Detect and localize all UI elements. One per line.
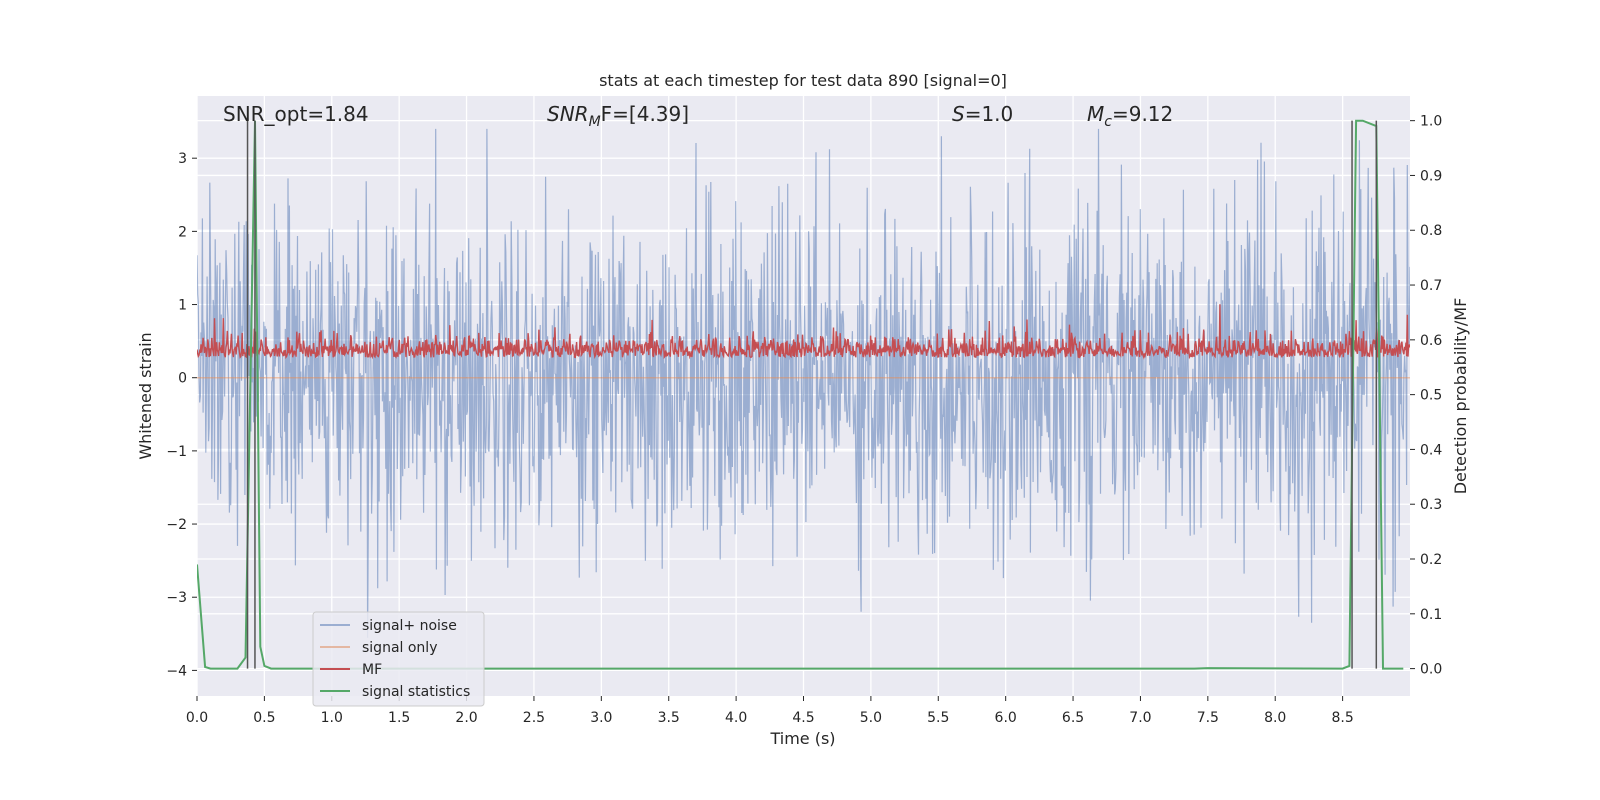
- y-right-tick-label: 0.5: [1420, 388, 1442, 404]
- y-right-tick-label: 0.9: [1420, 168, 1442, 184]
- y-axis-right: 0.0 0.1 0.2 0.3 0.4 0.5 0.6 0.7 0.8 0.9 1.0: [1410, 114, 1442, 678]
- x-tick-label: 3.5: [658, 710, 680, 726]
- x-tick-label: 7.0: [1129, 710, 1151, 726]
- legend-label-mf: MF: [362, 662, 382, 678]
- y-right-tick-label: 0.6: [1420, 333, 1442, 349]
- annotation-snr-opt: SNR_opt=1.84: [223, 102, 369, 126]
- vertical-markers: [246, 120, 1378, 669]
- y-left-tick-label: −1: [166, 444, 187, 460]
- y-axis-left-label: Whitened strain: [136, 332, 155, 459]
- annotation-snr-mf: SNRMF=[4.39]: [547, 102, 689, 130]
- x-tick-label: 6.5: [1062, 710, 1084, 726]
- y-left-tick-label: −4: [166, 663, 187, 679]
- x-tick-label: 5.0: [860, 710, 882, 726]
- series-signal-noise-line: [197, 128, 1410, 638]
- y-left-tick-label: 1: [178, 298, 187, 314]
- y-right-tick-label: 0.7: [1420, 278, 1442, 294]
- y-axis-right-label: Detection probability/MF: [1451, 298, 1470, 495]
- y-right-tick-label: 0.8: [1420, 223, 1442, 239]
- legend-box: [312, 611, 485, 707]
- y-right-tick-label: 1.0: [1420, 114, 1442, 130]
- y-left-tick-label: 0: [178, 371, 187, 387]
- annotation-mc: Mc=9.12: [1087, 102, 1173, 130]
- x-axis-label: Time (s): [769, 729, 835, 748]
- x-tick-label: 2.0: [455, 710, 477, 726]
- x-tick-label: 4.0: [725, 710, 747, 726]
- x-tick-label: 7.5: [1197, 710, 1219, 726]
- x-tick-label: 8.5: [1331, 710, 1353, 726]
- x-tick-label: 2.5: [523, 710, 545, 726]
- plot-data: [197, 119, 1410, 670]
- y-right-tick-label: 0.2: [1420, 552, 1442, 568]
- x-tick-label: 1.0: [321, 710, 343, 726]
- x-tick-label: 3.0: [590, 710, 612, 726]
- x-tick-label: 1.5: [388, 710, 410, 726]
- x-tick-label: 6.0: [995, 710, 1017, 726]
- x-axis: 0.0 0.5 1.0 1.5 2.0 2.5 3.0 3.5 4.0 4.5 5.0 5.5 6.0 6…: [186, 696, 1354, 726]
- legend: signal+ noise signal only MF signal stat…: [312, 611, 485, 707]
- chart-title: stats at each timestep for test data 890…: [599, 71, 1007, 90]
- x-tick-label: 8.0: [1264, 710, 1286, 726]
- legend-label-signal-only: signal only: [362, 640, 437, 656]
- annotation-s: S=1.0: [952, 102, 1013, 126]
- y-left-tick-label: 2: [178, 224, 187, 240]
- series-mf-line: [197, 304, 1410, 360]
- y-axis-left: −4 −3 −2 −1 0 1 2 3: [166, 151, 197, 679]
- y-left-tick-label: −3: [166, 590, 187, 606]
- y-right-tick-label: 0.4: [1420, 442, 1442, 458]
- y-left-tick-label: 3: [178, 151, 187, 167]
- y-right-tick-label: 0.0: [1420, 662, 1442, 678]
- y-right-tick-label: 0.3: [1420, 497, 1442, 513]
- y-right-tick-label: 0.1: [1420, 607, 1442, 623]
- x-tick-label: 0.0: [186, 710, 208, 726]
- x-tick-label: 0.5: [253, 710, 275, 726]
- legend-label-signal-statistics: signal statistics: [362, 684, 470, 700]
- x-tick-label: 4.5: [792, 710, 814, 726]
- x-tick-label: 5.5: [927, 710, 949, 726]
- y-left-tick-label: −2: [166, 517, 187, 533]
- series-signal-statistics-line: [197, 119, 1404, 670]
- legend-label-signal-noise: signal+ noise: [362, 618, 457, 634]
